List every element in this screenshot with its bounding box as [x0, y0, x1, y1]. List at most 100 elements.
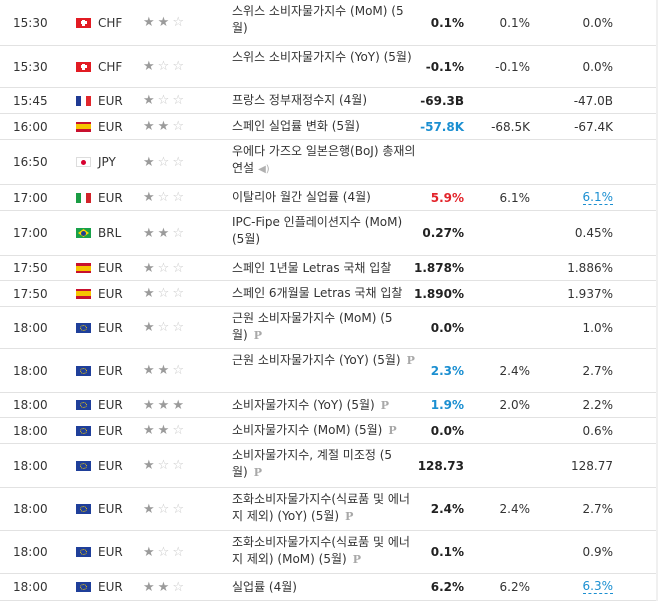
event-name-text[interactable]: 조화소비자물가지수(식료품 및 에너지 제외) (MoM) (5월): [232, 535, 410, 566]
star-empty-icon: ☆: [172, 544, 184, 560]
table-row[interactable]: 18:00 EUR ★ ★ ☆ 실업률 (4월) 6.2% 6.2% 6.3%: [0, 574, 656, 601]
event-name[interactable]: 소비자물가지수 (MoM) (5월) P: [232, 418, 416, 443]
currency-label: EUR: [98, 423, 123, 438]
event-name-text[interactable]: 이탈리아 월간 실업률 (4월): [232, 190, 371, 204]
actual-value: 1.878%: [414, 261, 464, 275]
preliminary-badge: P: [345, 510, 354, 523]
event-currency: EUR: [76, 349, 140, 392]
table-row[interactable]: 15:30 CHF ★ ☆ ☆ 스위스 소비자물가지수 (YoY) (5월) -0.1% -0…: [0, 46, 656, 88]
previous-value-text: 2.7%: [582, 363, 614, 378]
event-name-text[interactable]: 소비자물가지수, 계절 미조정 (5월): [232, 448, 393, 479]
event-name[interactable]: 조화소비자물가지수(식료품 및 에너지 제외) (MoM) (5월) P: [232, 531, 416, 573]
event-name[interactable]: 스페인 실업률 변화 (5월): [232, 114, 416, 139]
previous-value[interactable]: 6.3%: [540, 574, 613, 600]
importance-stars: ★ ★ ☆: [143, 211, 223, 255]
event-name-text[interactable]: 스페인 1년물 Letras 국채 입찰: [232, 260, 392, 275]
star-empty-icon: ☆: [172, 15, 184, 30]
table-row[interactable]: 18:00 EUR ★ ★ ☆ 근원 소비자물가지수 (YoY) (5월) P 2.3% 2.4…: [0, 349, 656, 393]
event-name-text[interactable]: 프랑스 정부재정수지 (4월): [232, 93, 368, 107]
star-empty-icon: ☆: [172, 260, 184, 276]
event-name-text[interactable]: 소비자물가지수 (MoM) (5월): [232, 423, 383, 437]
forecast-value: 2.4%: [499, 502, 531, 516]
preliminary-badge: P: [352, 553, 361, 566]
event-currency: JPY: [76, 140, 140, 184]
event-name-text[interactable]: 스페인 실업률 변화 (5월): [232, 119, 360, 133]
event-name-text[interactable]: 스위스 소비자물가지수 (MoM) (5월): [232, 4, 404, 35]
table-row[interactable]: 18:00 EUR ★ ☆ ☆ 조화소비자물가지수(식료품 및 에너지 제외) (YoY)…: [0, 488, 656, 531]
event-currency: EUR: [76, 531, 140, 573]
table-row[interactable]: 18:00 EUR ★ ☆ ☆ 소비자물가지수, 계절 미조정 (5월) P 128.73 12…: [0, 444, 656, 488]
forecast-value: 6.1%: [499, 190, 531, 205]
preliminary-badge: P: [406, 354, 415, 367]
event-name-text[interactable]: 근원 소비자물가지수 (YoY) (5월): [232, 353, 401, 367]
event-name-text[interactable]: 실업률 (4월): [232, 579, 297, 594]
event-name[interactable]: 이탈리아 월간 실업률 (4월): [232, 185, 416, 210]
table-row[interactable]: 17:50 EUR ★ ☆ ☆ 스페인 1년물 Letras 국채 입찰 1.878% 1.8…: [0, 256, 656, 281]
event-name-text[interactable]: IPC-Fipe 인플레이션지수 (MoM) (5월): [232, 215, 403, 246]
event-name[interactable]: 근원 소비자물가지수 (MoM) (5월) P: [232, 307, 416, 348]
actual-value: 0.1%: [430, 545, 464, 559]
table-row[interactable]: 18:00 EUR ★ ★ ☆ 소비자물가지수 (MoM) (5월) P 0.0% 0.6%: [0, 418, 656, 444]
star-empty-icon: ☆: [172, 119, 184, 134]
star-filled-icon: ★: [143, 119, 155, 134]
table-row[interactable]: 16:00 EUR ★ ★ ☆ 스페인 실업률 변화 (5월) -57.8K -68.5K -6…: [0, 114, 656, 140]
table-row[interactable]: 16:50 JPY ★ ☆ ☆ 우에다 가즈오 일본은행(BoJ) 총재의 연설 ◀): [0, 140, 656, 185]
event-name-text[interactable]: 소비자물가지수 (YoY) (5월): [232, 397, 375, 412]
event-name[interactable]: 스페인 1년물 Letras 국채 입찰: [232, 256, 416, 280]
scrollbar[interactable]: [656, 0, 658, 601]
event-name-text[interactable]: 조화소비자물가지수(식료품 및 에너지 제외) (YoY) (5월): [232, 492, 410, 523]
table-row[interactable]: 18:00 EUR ★ ☆ ☆ 근원 소비자물가지수 (MoM) (5월) P 0.0% 1.0…: [0, 307, 656, 349]
revised-previous-link[interactable]: 6.3%: [582, 579, 613, 594]
star-empty-icon: ☆: [172, 423, 184, 438]
forecast-value: [472, 418, 530, 443]
table-row[interactable]: 18:00 EUR ★ ☆ ☆ 조화소비자물가지수(식료품 및 에너지 제외) (MoM)…: [0, 531, 656, 574]
previous-value: [540, 140, 613, 184]
table-row[interactable]: 17:00 BRL ★ ★ ☆ IPC-Fipe 인플레이션지수 (MoM) (5월) 0.…: [0, 211, 656, 256]
event-name-text[interactable]: 스페인 6개월물 Letras 국채 입찰: [232, 286, 403, 300]
previous-value-text: -47.0B: [573, 93, 613, 108]
forecast-value: 2.0%: [499, 398, 531, 412]
previous-value-text: 1.886%: [567, 261, 613, 275]
event-name[interactable]: 조화소비자물가지수(식료품 및 에너지 제외) (YoY) (5월) P: [232, 488, 416, 530]
event-name[interactable]: 근원 소비자물가지수 (YoY) (5월) P: [232, 349, 416, 392]
event-name[interactable]: 소비자물가지수, 계절 미조정 (5월) P: [232, 444, 416, 487]
previous-value: -67.4K: [540, 114, 613, 139]
previous-value-text: -67.4K: [574, 119, 613, 134]
event-name[interactable]: 스위스 소비자물가지수 (YoY) (5월): [232, 46, 416, 87]
table-row[interactable]: 15:45 EUR ★ ☆ ☆ 프랑스 정부재정수지 (4월) -69.3B -47.0B: [0, 88, 656, 114]
event-name[interactable]: 프랑스 정부재정수지 (4월): [232, 88, 416, 113]
event-name[interactable]: 스위스 소비자물가지수 (MoM) (5월): [232, 0, 416, 45]
currency-label: EUR: [98, 502, 123, 516]
event-name[interactable]: IPC-Fipe 인플레이션지수 (MoM) (5월): [232, 211, 416, 255]
event-name-text[interactable]: 우에다 가즈오 일본은행(BoJ) 총재의 연설: [232, 144, 416, 175]
event-currency: EUR: [76, 444, 140, 487]
previous-value-text: 1.0%: [582, 320, 614, 335]
currency-label: CHF: [98, 15, 123, 30]
event-name[interactable]: 우에다 가즈오 일본은행(BoJ) 총재의 연설 ◀): [232, 140, 416, 184]
table-row[interactable]: 15:30 CHF ★ ★ ☆ 스위스 소비자물가지수 (MoM) (5월) 0.1% 0.1…: [0, 0, 656, 46]
event-name[interactable]: 실업률 (4월): [232, 574, 416, 600]
previous-value[interactable]: 6.1%: [540, 185, 613, 210]
event-currency: BRL: [76, 211, 140, 255]
eu-flag-icon: [76, 400, 91, 410]
event-name-text[interactable]: 근원 소비자물가지수 (MoM) (5월): [232, 311, 393, 342]
table-row[interactable]: 17:00 EUR ★ ☆ ☆ 이탈리아 월간 실업률 (4월) 5.9% 6.1% 6.1%: [0, 185, 656, 211]
eu-flag-icon: [76, 425, 91, 436]
event-currency: EUR: [76, 185, 140, 210]
event-time: 17:50: [13, 261, 48, 275]
event-time: 18:00: [13, 502, 48, 516]
revised-previous-link[interactable]: 6.1%: [582, 189, 613, 205]
table-row[interactable]: 17:50 EUR ★ ☆ ☆ 스페인 6개월물 Letras 국채 입찰 1.890% 1.…: [0, 281, 656, 307]
event-name-text[interactable]: 스위스 소비자물가지수 (YoY) (5월): [232, 50, 412, 64]
table-row[interactable]: 18:00 EUR ★ ★ ★ 소비자물가지수 (YoY) (5월) P 1.9% 2.0% 2.…: [0, 393, 656, 418]
currency-label: JPY: [98, 155, 116, 169]
event-name[interactable]: 스페인 6개월물 Letras 국채 입찰: [232, 281, 416, 306]
importance-stars: ★ ☆ ☆: [143, 307, 223, 348]
importance-stars: ★ ☆ ☆: [143, 531, 223, 573]
star-empty-icon: ☆: [172, 286, 184, 301]
star-empty-icon: ☆: [157, 501, 170, 517]
currency-label: BRL: [98, 226, 122, 240]
star-filled-icon: ★: [143, 501, 155, 517]
event-name[interactable]: 소비자물가지수 (YoY) (5월) P: [232, 393, 416, 417]
